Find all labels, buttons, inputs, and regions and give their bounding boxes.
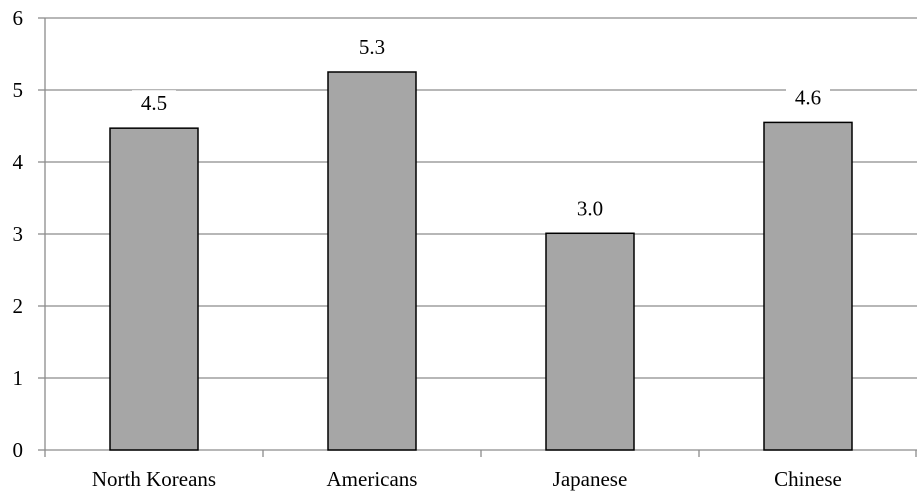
category-label: Japanese xyxy=(553,467,628,491)
data-label-background xyxy=(568,195,612,222)
y-tick-label: 5 xyxy=(13,78,24,102)
y-tick-label: 4 xyxy=(13,150,24,174)
y-tick-label: 1 xyxy=(13,366,24,390)
bar xyxy=(545,232,635,451)
data-label: 4.6 xyxy=(795,85,821,109)
data-label-background xyxy=(786,84,830,111)
category-labels: North Koreans Americans Japanese Chinese xyxy=(92,467,842,491)
data-label-background xyxy=(350,34,394,60)
y-tick-label: 2 xyxy=(13,294,24,318)
y-tick-label: 0 xyxy=(13,438,24,462)
bar xyxy=(763,121,853,451)
bars xyxy=(109,71,853,451)
category-label: Chinese xyxy=(774,467,842,491)
category-label: Americans xyxy=(327,467,418,491)
data-label: 5.3 xyxy=(359,35,385,59)
y-tick-labels: 0 1 2 3 4 5 6 xyxy=(13,6,24,462)
data-label: 4.5 xyxy=(141,91,167,115)
data-label: 3.0 xyxy=(577,196,603,220)
data-label-background xyxy=(132,90,176,117)
data-labels: 4.5 5.3 3.0 4.6 xyxy=(132,34,830,222)
bar xyxy=(109,127,199,451)
y-tick-label: 6 xyxy=(13,6,24,30)
category-label: North Koreans xyxy=(92,467,216,491)
y-tick-label: 3 xyxy=(13,222,24,246)
bar xyxy=(327,71,417,451)
